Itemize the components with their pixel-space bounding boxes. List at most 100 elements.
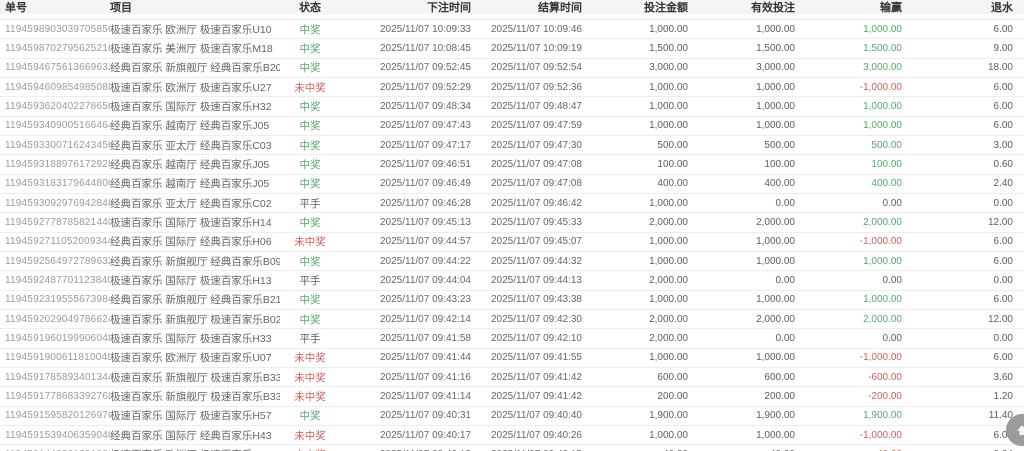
cell-valid-bet: 1,500.00 <box>756 42 795 54</box>
cell-order-no: 1194591443981221888 <box>5 449 110 451</box>
cell-rebate: 9.00 <box>993 42 1013 54</box>
cell-rebate: 6.00 <box>993 294 1013 306</box>
cell-order-no: 1194591960199906048 <box>5 332 110 344</box>
table-row: 1194592711052009344 经典百家乐 国际厅 经典百家乐H06 未… <box>0 233 1024 252</box>
cell-order-no: 1194594675613669632 <box>5 62 110 74</box>
cell-status: 未中奖 <box>294 352 326 365</box>
cell-bet-time: 2025/11/07 09:41:44 <box>379 352 471 364</box>
cell-bet-time: 2025/11/07 09:40:31 <box>379 410 471 422</box>
cell-win-loss: 1,000.00 <box>863 120 902 132</box>
table-row: 1194593183179644800 经典百家乐 越南厅 经典百家乐J05 中… <box>0 175 1024 194</box>
cell-valid-bet: 1,000.00 <box>756 23 795 35</box>
cell-settle-time: 2025/11/07 09:40:15 <box>471 449 582 451</box>
cell-win-loss: 1,000.00 <box>863 294 902 306</box>
cell-settle-time: 2025/11/07 09:41:55 <box>490 352 582 364</box>
cell-item: 极速百家乐 欧洲厅 极速百家乐U02 <box>110 447 280 451</box>
cell-bet-time: 2025/11/07 09:47:43 <box>379 120 471 132</box>
table-row: 1194592319555673984 经典百家乐 新旗舰厅 经典百家乐B21 … <box>0 291 1024 310</box>
cell-settle-time: 2025/11/07 10:09:46 <box>490 23 582 35</box>
cell-status: 中奖 <box>299 120 321 133</box>
cell-rebate: 6.00 <box>993 255 1013 267</box>
cell-bet-time: 2025/11/07 09:52:29 <box>379 81 471 93</box>
cell-rebate: 12.00 <box>987 216 1013 228</box>
cell-bet-time: 2025/11/07 09:41:14 <box>379 390 471 402</box>
cell-settle-time: 2025/11/07 09:52:54 <box>490 62 582 74</box>
cell-status: 未中奖 <box>294 390 326 403</box>
cell-status: 未中奖 <box>294 81 326 94</box>
cell-settle-time: 2025/11/07 10:09:19 <box>490 42 582 54</box>
header-bet-time: 下注时间 <box>427 2 471 14</box>
cell-valid-bet: 400.00 <box>764 178 795 190</box>
cell-bet-time: 2025/11/07 09:43:23 <box>379 294 471 306</box>
table-row: 1194591539406359040 经典百家乐 国际厅 经典百家乐H43 未… <box>0 426 1024 446</box>
cell-rebate: 6.00 <box>993 429 1013 441</box>
cell-bet-amount: 1,000.00 <box>649 294 688 306</box>
cell-settle-time: 2025/11/07 09:42:10 <box>490 332 582 344</box>
cell-status: 未中奖 <box>294 236 326 249</box>
cell-settle-time: 2025/11/07 09:40:26 <box>490 429 582 441</box>
cell-item: 经典百家乐 越南厅 经典百家乐J05 <box>110 120 270 133</box>
cell-bet-amount: 500.00 <box>657 139 688 151</box>
cell-bet-amount: 1,500.00 <box>649 42 688 54</box>
header-rebate: 退水 <box>991 2 1013 14</box>
cell-item: 经典百家乐 国际厅 经典百家乐H06 <box>110 236 272 249</box>
cell-settle-time: 2025/11/07 09:40:40 <box>490 410 582 422</box>
cell-order-no: 1194592487701123840 <box>5 274 110 286</box>
cell-valid-bet: 0.00 <box>775 197 795 209</box>
cell-bet-amount: 1,900.00 <box>649 410 688 422</box>
cell-status: 中奖 <box>299 62 321 75</box>
cell-valid-bet: 0.00 <box>775 274 795 286</box>
cell-settle-time: 2025/11/07 09:41:42 <box>490 390 582 402</box>
cell-order-no: 1194593092976942848 <box>5 197 110 209</box>
cell-status: 未中奖 <box>280 447 340 451</box>
cell-item: 经典百家乐 新旗舰厅 经典百家乐B21 <box>110 294 280 307</box>
cell-bet-amount: 1,000.00 <box>649 352 688 364</box>
cell-valid-bet: 2,000.00 <box>756 216 795 228</box>
cell-bet-time: 2025/11/07 09:45:13 <box>379 216 471 228</box>
cell-rebate: 18.00 <box>987 62 1013 74</box>
table-row: 1194594675613669632 经典百家乐 新旗舰厅 经典百家乐B20 … <box>0 59 1024 78</box>
cell-order-no: 1194598702795625216 <box>5 42 110 54</box>
cell-order-no: 1194591539406359040 <box>5 429 110 441</box>
cell-item: 极速百家乐 国际厅 极速百家乐H13 <box>110 274 272 287</box>
cell-bet-time: 2025/11/07 10:08:45 <box>379 42 471 54</box>
cell-status: 中奖 <box>299 255 321 268</box>
cell-status: 中奖 <box>299 100 321 113</box>
cell-item: 极速百家乐 新旗舰厅 极速百家乐B02 <box>110 313 280 326</box>
cell-win-loss: 400.00 <box>871 178 902 190</box>
cell-rebate: 2.40 <box>993 178 1013 190</box>
cell-bet-time: 2025/11/07 09:40:17 <box>379 429 471 441</box>
cell-status: 中奖 <box>299 216 321 229</box>
table-row: 1194591778683392768 极速百家乐 新旗舰厅 极速百家乐B33 … <box>0 387 1024 407</box>
cell-bet-time: 2025/11/07 09:41:58 <box>379 332 471 344</box>
cell-bet-time: 2025/11/07 09:40:12 <box>340 449 471 451</box>
cell-status: 中奖 <box>299 158 321 171</box>
cell-bet-amount: 1,000.00 <box>649 429 688 441</box>
cell-order-no: 1194591785893401344 <box>5 371 110 383</box>
back-to-top-button[interactable] <box>1006 414 1024 446</box>
cell-order-no: 1194592778785821440 <box>5 216 110 228</box>
cell-order-no: 1194598903039705856 <box>5 23 110 35</box>
cell-win-loss: 1,000.00 <box>863 100 902 112</box>
cell-settle-time: 2025/11/07 09:43:38 <box>490 294 582 306</box>
cell-bet-amount: 3,000.00 <box>649 62 688 74</box>
cell-bet-amount: 400.00 <box>657 178 688 190</box>
table-row: 1194598702795625216 极速百家乐 美洲厅 极速百家乐M18 中… <box>0 39 1024 59</box>
header-item: 项目 <box>110 2 132 14</box>
cell-rebate: 6.00 <box>993 81 1013 93</box>
cell-settle-time: 2025/11/07 09:47:08 <box>490 178 582 190</box>
cell-item: 经典百家乐 亚太厅 经典百家乐C03 <box>110 139 272 152</box>
cell-item: 经典百家乐 越南厅 经典百家乐J05 <box>110 158 270 171</box>
cell-item: 极速百家乐 国际厅 极速百家乐H32 <box>110 100 272 113</box>
table-row: 1194592564972789632 经典百家乐 新旗舰厅 经典百家乐B09 … <box>0 252 1024 272</box>
cell-valid-bet: 600.00 <box>764 371 795 383</box>
cell-bet-amount: 100.00 <box>657 158 688 170</box>
cell-item: 极速百家乐 欧洲厅 极速百家乐U10 <box>110 23 272 36</box>
cell-win-loss: -40.00 <box>795 449 902 451</box>
cell-item: 极速百家乐 新旗舰厅 极速百家乐B33 <box>110 371 280 384</box>
table-row: 1194598903039705856 极速百家乐 欧洲厅 极速百家乐U10 中… <box>0 20 1024 40</box>
table-row: 1194592029049786624 极速百家乐 新旗舰厅 极速百家乐B02 … <box>0 310 1024 330</box>
cell-bet-amount: 40.00 <box>582 449 688 451</box>
table-row: 1194593092976942848 经典百家乐 亚太厅 经典百家乐C02 平… <box>0 194 1024 214</box>
